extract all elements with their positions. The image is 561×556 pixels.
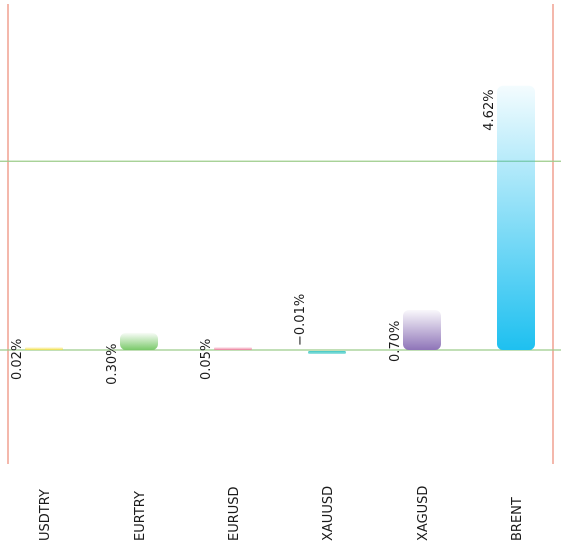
value-label-usdtry: 0.02% <box>10 339 25 380</box>
value-label-eurtry: 0.30% <box>105 344 120 385</box>
category-label-eurusd: EURUSD <box>227 486 242 541</box>
category-labels: USDTRY EURTRY EURUSD XAUUSD XAGUSD BRENT <box>38 486 525 541</box>
value-label-xagusd: 0.70% <box>388 321 403 362</box>
gridlines <box>0 160 561 351</box>
category-label-xagusd: XAGUSD <box>416 486 431 541</box>
bar-eurtry <box>120 332 158 350</box>
value-labels: 0.02% 0.30% 0.05% −0.01% 0.70% 4.62% <box>10 89 497 384</box>
bars <box>25 85 535 354</box>
bar-brent <box>497 85 535 351</box>
bar-usdtry <box>25 347 63 350</box>
bar-eurusd <box>214 347 252 350</box>
bar-xauusd <box>308 351 346 354</box>
category-label-brent: BRENT <box>510 497 525 541</box>
chart-frame <box>7 4 554 464</box>
category-label-eurtry: EURTRY <box>133 491 148 541</box>
category-label-usdtry: USDTRY <box>38 489 53 541</box>
category-label-xauusd: XAUUSD <box>321 486 336 541</box>
value-label-brent: 4.62% <box>482 89 497 130</box>
value-label-eurusd: 0.05% <box>199 339 214 380</box>
value-label-xauusd: −0.01% <box>293 294 308 346</box>
bar-xagusd <box>403 309 441 350</box>
